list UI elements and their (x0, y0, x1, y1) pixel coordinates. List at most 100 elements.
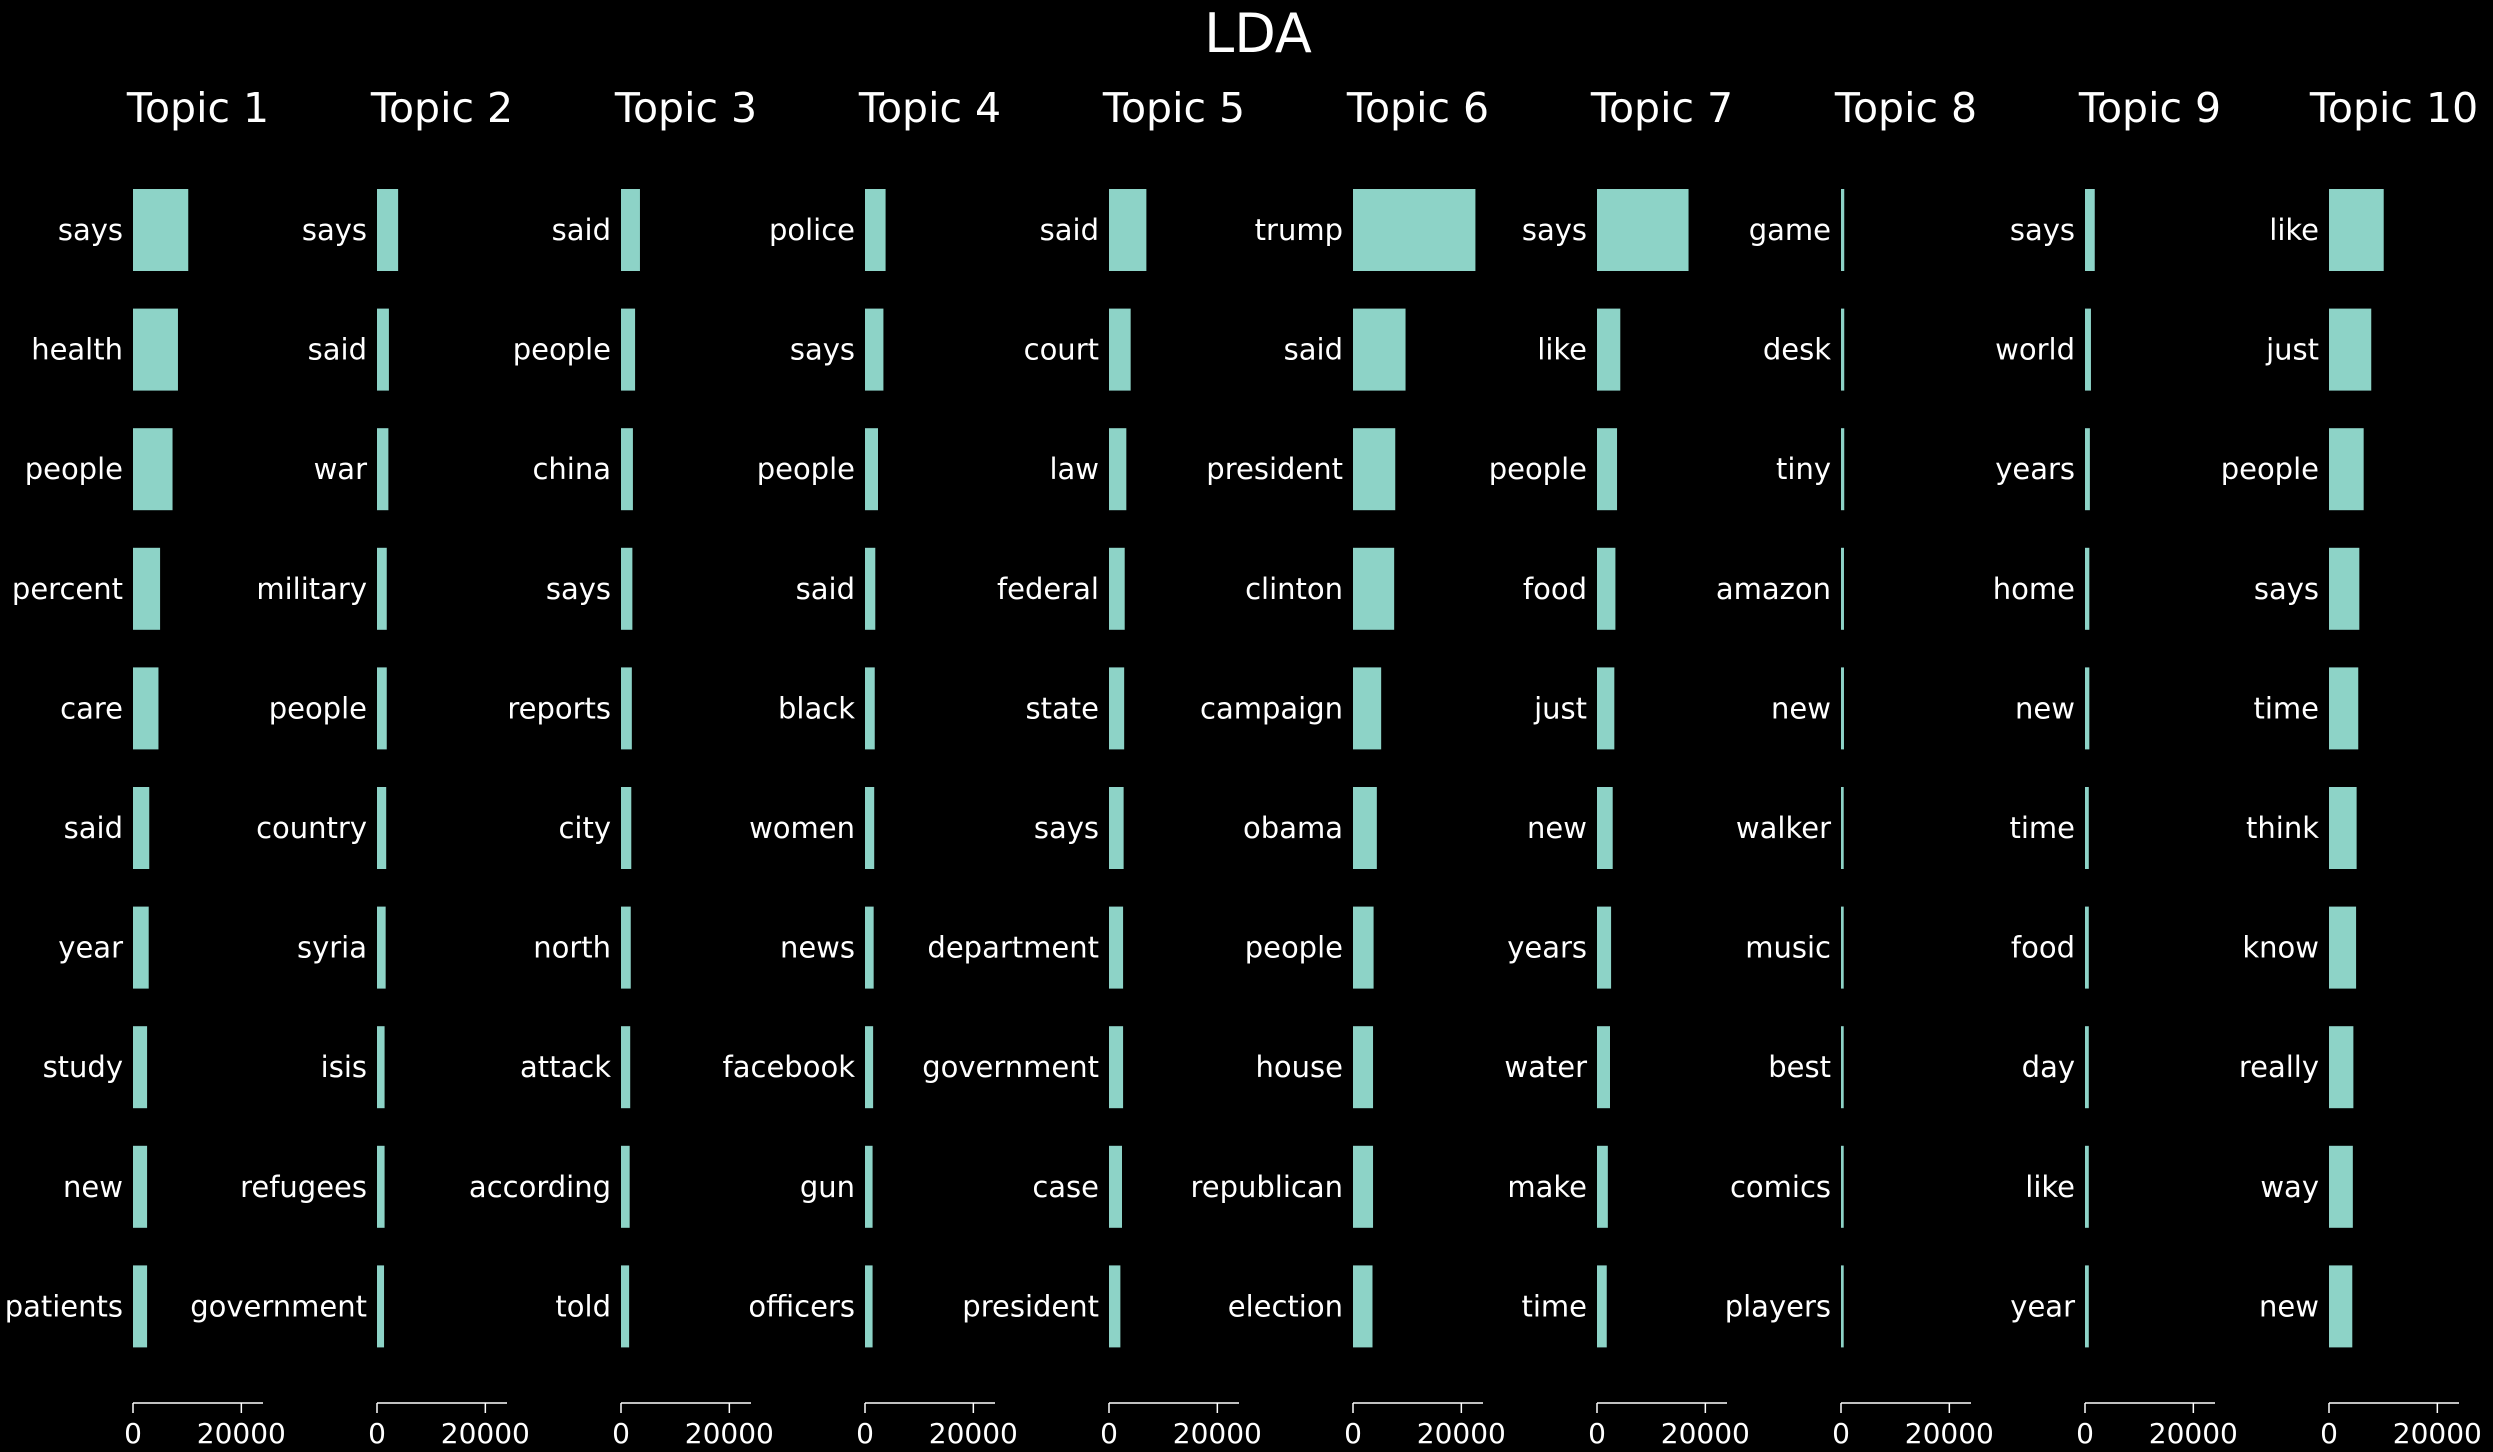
x-tick-label: 20000 (197, 1417, 286, 1450)
word-label: police (769, 213, 855, 247)
topic-bar (865, 547, 876, 630)
word-label: reports (507, 691, 611, 725)
word-label: law (1049, 452, 1099, 486)
topic-panel: Topic 4 police says people said black women new… (723, 84, 1018, 1450)
word-label: campaign (1200, 691, 1343, 725)
word-label: military (256, 572, 367, 606)
word-label: like (1537, 333, 1587, 367)
panel-title: Topic 4 (858, 84, 1001, 132)
topic-bar (1597, 547, 1616, 630)
topic-bar (377, 787, 387, 869)
topic-bar (2329, 189, 2384, 271)
word-label: case (1032, 1170, 1099, 1204)
word-label: according (469, 1170, 611, 1204)
topic-bar (2085, 906, 2089, 989)
x-tick-label: 0 (1100, 1417, 1118, 1450)
topic-bar (2329, 547, 2360, 630)
word-label: food (1523, 572, 1587, 606)
word-label: government (190, 1289, 367, 1323)
x-tick-label: 20000 (685, 1417, 774, 1450)
x-tick-label: 20000 (1417, 1417, 1506, 1450)
word-label: people (513, 333, 611, 367)
word-label: clinton (1245, 572, 1343, 606)
topic-bar (2329, 308, 2372, 391)
word-label: house (1256, 1050, 1343, 1084)
word-label: time (2009, 811, 2075, 845)
topic-panel: Topic 5 said court law federal state says depar… (922, 84, 1262, 1450)
x-tick-label: 0 (1588, 1417, 1606, 1450)
word-label: make (1507, 1170, 1587, 1204)
word-label: state (1026, 691, 1099, 725)
word-label: like (2025, 1170, 2075, 1204)
topic-bar (1841, 189, 1845, 271)
word-label: said (1284, 333, 1343, 367)
word-label: said (552, 213, 611, 247)
word-label: black (778, 691, 855, 725)
word-label: players (1725, 1289, 1831, 1323)
topic-bar (1841, 308, 1845, 391)
panel-title: Topic 6 (1346, 84, 1489, 132)
topic-panel: Topic 10 like just people says time think know r… (2221, 84, 2482, 1450)
word-label: time (1521, 1289, 1587, 1323)
topic-bar (133, 428, 173, 511)
word-label: new (2259, 1289, 2319, 1323)
topic-bar (1597, 1026, 1610, 1109)
x-tick-label: 0 (368, 1417, 386, 1450)
topic-bar (377, 1265, 385, 1348)
topic-panel: Topic 1 says health people percent care said ye… (5, 84, 286, 1450)
topic-bar (1353, 1145, 1374, 1228)
topic-bar (2329, 428, 2364, 511)
topic-bar (621, 1265, 630, 1348)
word-label: really (2239, 1050, 2319, 1084)
topic-bar (2085, 1026, 2089, 1109)
topic-bar (1109, 1145, 1122, 1228)
word-label: department (927, 931, 1099, 965)
topic-bar (1353, 906, 1374, 989)
word-label: people (25, 452, 123, 486)
topic-bar (1841, 787, 1844, 869)
word-label: percent (12, 572, 123, 606)
topic-bar (1841, 667, 1844, 750)
topic-bar (865, 189, 886, 271)
panel-title: Topic 8 (1834, 84, 1977, 132)
word-label: told (555, 1289, 611, 1323)
word-label: said (64, 811, 123, 845)
word-label: republican (1190, 1170, 1343, 1204)
topic-bar (1841, 428, 1845, 511)
topic-bar (2329, 1026, 2354, 1109)
topic-bar (377, 308, 389, 391)
topic-bar (1109, 1026, 1124, 1109)
topic-bar (2085, 1265, 2089, 1348)
word-label: says (790, 333, 855, 367)
x-tick-label: 0 (124, 1417, 142, 1450)
word-label: officers (748, 1289, 855, 1323)
word-label: says (302, 213, 367, 247)
panel-title: Topic 7 (1590, 84, 1733, 132)
topic-bar (1597, 1145, 1608, 1228)
word-label: says (546, 572, 611, 606)
topic-bar (1597, 1265, 1607, 1348)
word-label: city (558, 811, 611, 845)
word-label: game (1749, 213, 1831, 247)
word-label: said (796, 572, 855, 606)
word-label: time (2253, 691, 2319, 725)
word-label: people (757, 452, 855, 486)
topic-bar (2329, 906, 2357, 989)
panel-title: Topic 2 (370, 84, 513, 132)
topic-bar (865, 787, 875, 869)
topic-bar (2085, 308, 2091, 391)
topic-bar (1597, 428, 1618, 511)
topic-bar (2329, 787, 2357, 869)
word-label: said (308, 333, 367, 367)
word-label: people (269, 691, 367, 725)
topic-bar (1109, 428, 1127, 511)
topic-bar (133, 547, 161, 630)
word-label: care (60, 691, 123, 725)
topic-bar (1597, 189, 1689, 271)
topic-bar (2329, 1265, 2353, 1348)
topic-bar (865, 1145, 873, 1228)
topic-bar (377, 1145, 385, 1228)
topic-bar (621, 667, 632, 750)
topic-bar (621, 308, 636, 391)
